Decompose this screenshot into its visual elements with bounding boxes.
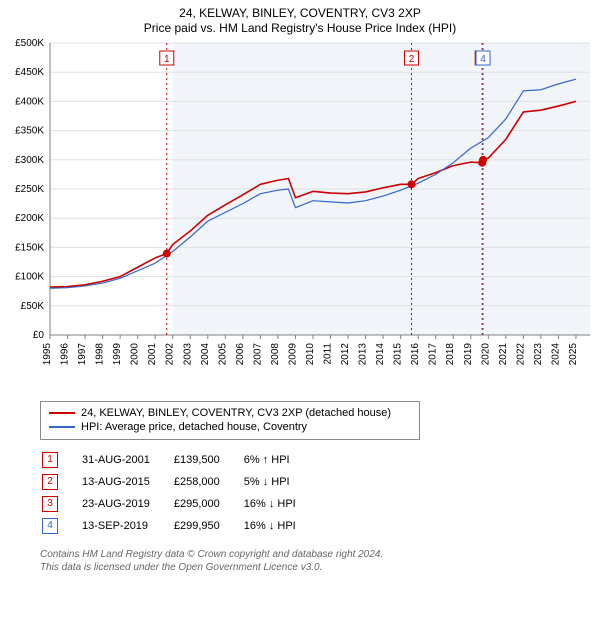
svg-text:£400K: £400K bbox=[15, 96, 44, 107]
svg-text:2025: 2025 bbox=[568, 343, 579, 366]
svg-text:2023: 2023 bbox=[533, 343, 544, 366]
svg-text:2004: 2004 bbox=[200, 343, 211, 366]
sale-marker: 2 bbox=[42, 474, 58, 490]
svg-text:£100K: £100K bbox=[15, 272, 44, 283]
svg-text:1995: 1995 bbox=[42, 343, 53, 366]
sale-date: 13-AUG-2015 bbox=[82, 472, 172, 492]
svg-text:2001: 2001 bbox=[147, 343, 158, 366]
svg-text:2016: 2016 bbox=[410, 343, 421, 366]
legend-swatch bbox=[49, 426, 75, 428]
sales-table: 1 31-AUG-2001£139,5006% ↑ HPI 2 13-AUG-2015… bbox=[40, 448, 320, 538]
svg-text:2012: 2012 bbox=[340, 343, 351, 366]
svg-text:£350K: £350K bbox=[15, 126, 44, 137]
footer-line1: Contains HM Land Registry data © Crown c… bbox=[40, 548, 600, 561]
svg-text:1999: 1999 bbox=[112, 343, 123, 366]
sale-diff: 16% ↓ HPI bbox=[244, 516, 318, 536]
svg-text:2003: 2003 bbox=[182, 343, 193, 366]
svg-text:2000: 2000 bbox=[130, 343, 141, 366]
svg-text:2007: 2007 bbox=[252, 343, 263, 366]
svg-text:£150K: £150K bbox=[15, 242, 44, 253]
titles: 24, KELWAY, BINLEY, COVENTRY, CV3 2XP Pr… bbox=[0, 0, 600, 35]
page: 24, KELWAY, BINLEY, COVENTRY, CV3 2XP Pr… bbox=[0, 0, 600, 620]
table-row: 4 13-SEP-2019£299,95016% ↓ HPI bbox=[42, 516, 318, 536]
sale-diff: 16% ↓ HPI bbox=[244, 494, 318, 514]
svg-text:£450K: £450K bbox=[15, 67, 44, 78]
svg-text:2005: 2005 bbox=[217, 343, 228, 366]
chart-svg: £0 £50K £100K £150K £200K £250K £300K £350K £400… bbox=[0, 35, 600, 395]
svg-text:£50K: £50K bbox=[21, 301, 45, 312]
svg-text:2021: 2021 bbox=[498, 343, 509, 366]
sale-marker: 1 bbox=[42, 452, 58, 468]
svg-text:1997: 1997 bbox=[77, 343, 88, 366]
sale-price: £139,500 bbox=[174, 450, 242, 470]
legend-row: 24, KELWAY, BINLEY, COVENTRY, CV3 2XP (d… bbox=[49, 406, 411, 420]
sale-price: £299,950 bbox=[174, 516, 242, 536]
svg-text:£200K: £200K bbox=[15, 213, 44, 224]
svg-text:£300K: £300K bbox=[15, 155, 44, 166]
sale-date: 13-SEP-2019 bbox=[82, 516, 172, 536]
footer: Contains HM Land Registry data © Crown c… bbox=[40, 548, 600, 574]
svg-text:£0: £0 bbox=[33, 330, 45, 341]
table-row: 1 31-AUG-2001£139,5006% ↑ HPI bbox=[42, 450, 318, 470]
table-row: 3 23-AUG-2019£295,00016% ↓ HPI bbox=[42, 494, 318, 514]
title-line1: 24, KELWAY, BINLEY, COVENTRY, CV3 2XP bbox=[0, 6, 600, 20]
legend: 24, KELWAY, BINLEY, COVENTRY, CV3 2XP (d… bbox=[40, 401, 420, 440]
table-row: 2 13-AUG-2015£258,0005% ↓ HPI bbox=[42, 472, 318, 492]
sale-marker: 3 bbox=[42, 496, 58, 512]
sale-marker: 4 bbox=[42, 518, 58, 534]
svg-text:2020: 2020 bbox=[480, 343, 491, 366]
svg-text:2024: 2024 bbox=[550, 343, 561, 366]
svg-text:2013: 2013 bbox=[358, 343, 369, 366]
sale-price: £295,000 bbox=[174, 494, 242, 514]
svg-text:1996: 1996 bbox=[60, 343, 71, 366]
svg-text:2009: 2009 bbox=[287, 343, 298, 366]
sale-diff: 5% ↓ HPI bbox=[244, 472, 318, 492]
svg-text:2022: 2022 bbox=[515, 343, 526, 366]
svg-text:1: 1 bbox=[164, 54, 170, 65]
svg-text:2018: 2018 bbox=[445, 343, 456, 366]
svg-text:£500K: £500K bbox=[15, 38, 44, 49]
footer-line2: This data is licensed under the Open Gov… bbox=[40, 561, 600, 574]
legend-swatch bbox=[49, 412, 75, 414]
svg-text:£250K: £250K bbox=[15, 184, 44, 195]
svg-text:2008: 2008 bbox=[270, 343, 281, 366]
svg-text:4: 4 bbox=[480, 54, 486, 65]
legend-row: HPI: Average price, detached house, Cove… bbox=[49, 420, 411, 434]
svg-text:2: 2 bbox=[409, 54, 415, 65]
svg-text:2019: 2019 bbox=[463, 343, 474, 366]
svg-text:2010: 2010 bbox=[305, 343, 316, 366]
svg-text:2002: 2002 bbox=[165, 343, 176, 366]
svg-text:2011: 2011 bbox=[323, 343, 334, 365]
legend-label: 24, KELWAY, BINLEY, COVENTRY, CV3 2XP (d… bbox=[81, 406, 391, 420]
sale-diff: 6% ↑ HPI bbox=[244, 450, 318, 470]
svg-text:1998: 1998 bbox=[95, 343, 106, 366]
chart: £0 £50K £100K £150K £200K £250K £300K £350K £400… bbox=[0, 35, 600, 395]
svg-text:2017: 2017 bbox=[428, 343, 439, 366]
legend-label: HPI: Average price, detached house, Cove… bbox=[81, 420, 307, 434]
title-line2: Price paid vs. HM Land Registry's House … bbox=[0, 21, 600, 35]
svg-text:2014: 2014 bbox=[375, 343, 386, 366]
sale-price: £258,000 bbox=[174, 472, 242, 492]
sale-date: 31-AUG-2001 bbox=[82, 450, 172, 470]
sale-date: 23-AUG-2019 bbox=[82, 494, 172, 514]
svg-text:2006: 2006 bbox=[235, 343, 246, 366]
svg-text:2015: 2015 bbox=[393, 343, 404, 366]
